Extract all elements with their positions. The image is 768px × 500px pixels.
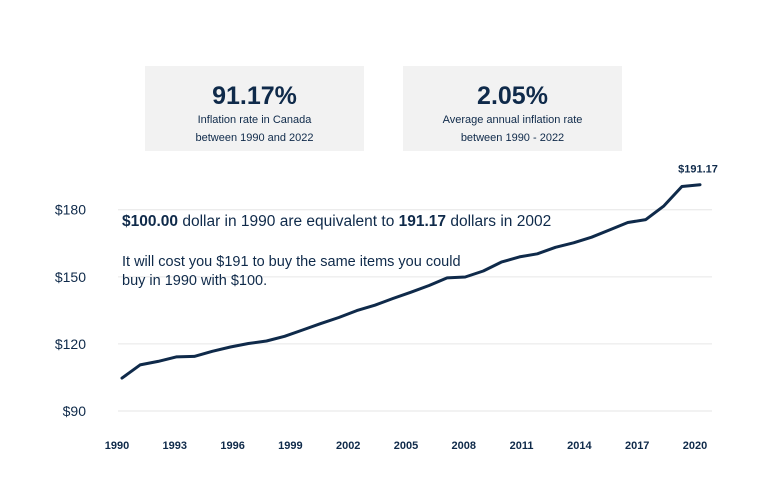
x-tick-label: 1996 xyxy=(220,440,244,452)
stat-card-total-inflation: 91.17% Inflation rate in Canada between … xyxy=(145,66,364,151)
x-tick-label: 2008 xyxy=(452,440,476,452)
x-tick-label: 1999 xyxy=(278,440,302,452)
stat-description-line1: Inflation rate in Canada xyxy=(197,114,312,126)
x-tick-label: 2020 xyxy=(683,440,707,452)
headline-result: 191.17 xyxy=(398,213,447,230)
x-tick-label: 2017 xyxy=(625,440,649,452)
x-tick-label: 2005 xyxy=(394,440,418,452)
stat-description-line2: between 1990 - 2022 xyxy=(460,132,565,144)
x-tick-label: 1993 xyxy=(163,440,187,452)
y-tick-label: $120 xyxy=(55,336,86,352)
x-tick-label: 1990 xyxy=(105,440,129,452)
headline-amount: $100.00 xyxy=(122,213,179,230)
headline-end: dollars in 2002 xyxy=(446,213,552,230)
explanation-note: It will cost you $191 to buy the same it… xyxy=(122,254,461,289)
stat-value: 2.05% xyxy=(477,82,548,110)
y-tick-label: $150 xyxy=(55,269,86,285)
headline-middle: dollar in 1990 are equivalent to xyxy=(178,213,399,230)
stat-description-line2: between 1990 and 2022 xyxy=(195,132,314,144)
y-tick-label: $180 xyxy=(55,202,86,218)
stat-card-average-inflation: 2.05% Average annual inflation rate betw… xyxy=(403,66,622,151)
equivalence-headline: $100.00 dollar in 1990 are equivalent to… xyxy=(122,213,551,231)
stat-value: 91.17% xyxy=(212,82,297,110)
stat-description-line1: Average annual inflation rate xyxy=(442,114,583,126)
x-tick-label: 2002 xyxy=(336,440,360,452)
x-tick-label: 2014 xyxy=(567,440,592,452)
end-value-label: $191.17 xyxy=(678,164,718,176)
x-tick-label: 2011 xyxy=(510,440,534,452)
y-tick-label: $90 xyxy=(63,403,87,419)
series-line xyxy=(120,183,702,380)
